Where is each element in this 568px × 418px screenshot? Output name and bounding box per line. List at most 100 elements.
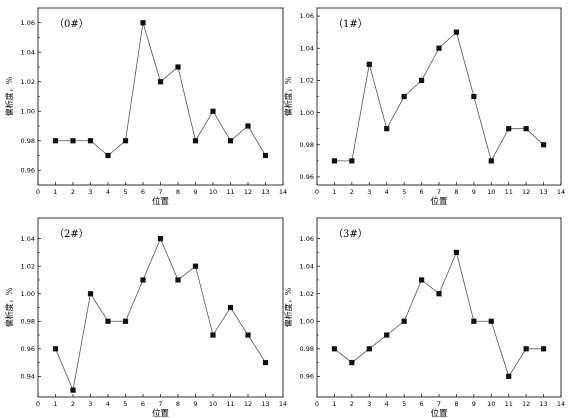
data-point (140, 20, 146, 26)
y-tick-label: 0.94 (21, 373, 35, 381)
data-point (471, 93, 477, 100)
data-point (331, 346, 338, 352)
chart-panel-2: 0 1 2 3 4 5 6 7 8 9 10 11 12 13 140.940.960.981.001.02… (4, 217, 287, 418)
x-tick-label: 4 (106, 400, 110, 408)
data-point (488, 318, 494, 324)
chart-title: （0#） (54, 18, 89, 30)
data-point (87, 138, 94, 144)
x-tick-label: 5 (123, 188, 127, 196)
x-tick-label: 9 (472, 188, 476, 196)
y-tick-label: 0.96 (300, 173, 314, 181)
data-point (140, 277, 146, 283)
x-tick-label: 7 (437, 400, 441, 408)
x-tick-label: 1 (332, 400, 336, 408)
data-point (331, 158, 338, 164)
x-tick-label: 2 (350, 188, 354, 196)
x-axis-label: 位置 (430, 408, 448, 418)
x-tick-label: 11 (226, 188, 234, 196)
data-point (210, 332, 216, 338)
data-point (540, 346, 547, 352)
data-point (245, 332, 251, 338)
data-point (210, 108, 216, 114)
data-point (227, 138, 234, 144)
y-tick-label: 1.00 (300, 317, 314, 325)
x-axis-label: 位置 (152, 408, 170, 418)
x-tick-label: 0 (36, 188, 40, 196)
data-point (349, 158, 355, 164)
data-point (401, 318, 407, 324)
data-point (70, 138, 76, 144)
x-tick-label: 3 (88, 188, 92, 196)
x-tick-label: 6 (420, 400, 424, 408)
x-tick-label: 12 (244, 400, 252, 408)
chart-panel-1: 0 1 2 3 4 5 6 7 8 9 10 11 12 13 140.960.981.001.021.04… (283, 7, 565, 207)
x-axis-label: 位置 (152, 196, 170, 207)
data-point (245, 123, 251, 129)
chart-title: （2#） (54, 228, 89, 240)
series-line (55, 22, 266, 157)
chart-title: （3#） (333, 228, 368, 240)
x-tick-label: 0 (315, 188, 319, 196)
data-point (384, 332, 390, 338)
data-point (540, 142, 547, 148)
x-tick-label: 11 (505, 400, 513, 408)
x-tick-label: 12 (522, 400, 530, 408)
data-point (418, 77, 425, 84)
data-point (175, 64, 181, 70)
x-tick-label: 8 (454, 400, 458, 408)
data-point (436, 45, 442, 51)
data-point (87, 291, 94, 297)
x-tick-label: 12 (522, 188, 530, 196)
data-point (349, 359, 355, 366)
y-tick-label: 1.02 (300, 77, 314, 85)
y-tick-label: 0.96 (21, 166, 35, 174)
data-point (436, 291, 442, 297)
x-axis-label: 位置 (430, 196, 448, 207)
y-tick-label: 1.02 (300, 290, 314, 298)
x-tick-label: 3 (367, 400, 371, 408)
y-tick-label: 0.98 (300, 345, 314, 353)
chart-panel-0: 0 1 2 3 4 5 6 7 8 9 10 11 12 13 140.960.981.001.021.04… (4, 7, 287, 207)
data-point (122, 318, 129, 324)
x-tick-label: 3 (367, 188, 371, 196)
data-point (523, 126, 529, 132)
data-point (52, 138, 59, 144)
plot-frame (316, 217, 562, 398)
x-tick-label: 10 (487, 400, 495, 408)
x-tick-label: 14 (557, 400, 565, 408)
data-point (401, 93, 407, 100)
y-axis-label: 偏析度，% (283, 287, 293, 327)
series-line (334, 31, 544, 162)
x-tick-label: 6 (141, 400, 145, 408)
data-point (70, 387, 76, 393)
y-tick-label: 0.96 (21, 345, 35, 353)
x-tick-label: 4 (385, 188, 389, 196)
data-point (192, 263, 199, 269)
x-tick-label: 7 (437, 188, 441, 196)
x-tick-label: 5 (402, 188, 406, 196)
data-point (453, 29, 460, 35)
y-tick-label: 0.98 (300, 141, 314, 149)
y-tick-label: 1.04 (21, 48, 35, 56)
y-tick-label: 1.06 (300, 12, 314, 20)
data-point (488, 158, 494, 164)
data-point (453, 249, 460, 256)
y-tick-label: 0.96 (300, 373, 314, 381)
y-axis-label: 偏析度，% (283, 76, 293, 116)
x-tick-label: 10 (209, 400, 217, 408)
data-point (227, 304, 234, 311)
data-point (157, 236, 164, 242)
data-point (157, 79, 164, 85)
x-tick-label: 1 (53, 188, 57, 196)
series-line (334, 251, 544, 378)
x-tick-label: 9 (193, 188, 197, 196)
data-point (105, 318, 111, 324)
y-tick-label: 1.06 (300, 235, 314, 243)
data-point (262, 152, 269, 159)
series-line (55, 237, 266, 392)
data-point (366, 61, 372, 67)
x-tick-label: 8 (176, 188, 180, 196)
data-point (471, 318, 477, 324)
y-tick-label: 1.00 (21, 290, 35, 298)
